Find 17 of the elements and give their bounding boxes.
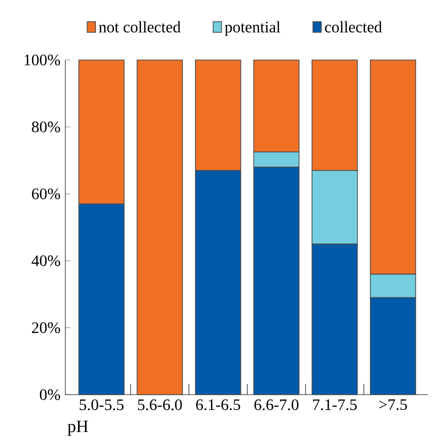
y-tick-label: 40% — [32, 255, 60, 266]
x-tick-label: >7.5 — [379, 399, 407, 410]
y-tick-label: 80% — [32, 122, 60, 132]
legend-label: not collected — [98, 21, 181, 32]
x-axis-title: pH — [68, 420, 88, 436]
legend-label: collected — [324, 21, 382, 32]
y-tick-label: 100% — [24, 54, 60, 66]
x-tick-label: 6.1-6.5 — [196, 399, 240, 410]
bar — [136, 60, 183, 396]
y-tick-label: 20% — [32, 322, 60, 334]
x-tick-label: 6.6-7.0 — [254, 399, 298, 410]
y-tick-label: 0% — [40, 389, 60, 400]
x-tick-label: 5.0-5.5 — [80, 399, 124, 410]
y-tick-label: 60% — [32, 188, 60, 200]
x-tick-label: 5.6-6.0 — [138, 399, 182, 410]
x-tick-label: 7.1-7.5 — [313, 399, 357, 410]
legend-label: potential — [224, 21, 280, 36]
